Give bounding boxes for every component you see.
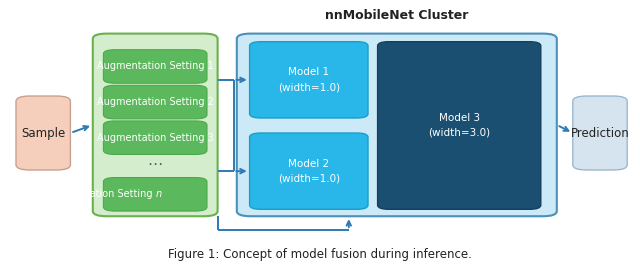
FancyBboxPatch shape <box>573 96 627 170</box>
Text: nnMobileNet Cluster: nnMobileNet Cluster <box>325 9 468 22</box>
FancyBboxPatch shape <box>16 96 70 170</box>
FancyBboxPatch shape <box>104 85 207 119</box>
Text: Figure 1: Concept of model fusion during inference.: Figure 1: Concept of model fusion during… <box>168 248 472 261</box>
Text: Augmentation Setting 3: Augmentation Setting 3 <box>97 133 214 143</box>
Text: ⋯: ⋯ <box>148 157 163 172</box>
Text: Augmentation Setting 2: Augmentation Setting 2 <box>97 97 214 107</box>
FancyBboxPatch shape <box>250 133 368 209</box>
FancyBboxPatch shape <box>104 121 207 154</box>
FancyBboxPatch shape <box>237 33 557 216</box>
Text: n: n <box>155 189 161 199</box>
Text: Model 1
(width=1.0): Model 1 (width=1.0) <box>278 67 340 92</box>
Text: Augmentation Setting: Augmentation Setting <box>45 189 155 199</box>
FancyBboxPatch shape <box>104 178 207 211</box>
FancyBboxPatch shape <box>378 42 541 209</box>
FancyBboxPatch shape <box>93 33 218 216</box>
FancyBboxPatch shape <box>104 50 207 83</box>
Text: Sample: Sample <box>21 126 65 140</box>
Text: Augmentation Setting 1: Augmentation Setting 1 <box>97 61 214 72</box>
Text: Model 2
(width=1.0): Model 2 (width=1.0) <box>278 159 340 184</box>
Text: Prediction: Prediction <box>571 126 629 140</box>
Text: Model 3
(width=3.0): Model 3 (width=3.0) <box>428 113 490 138</box>
FancyBboxPatch shape <box>250 42 368 118</box>
